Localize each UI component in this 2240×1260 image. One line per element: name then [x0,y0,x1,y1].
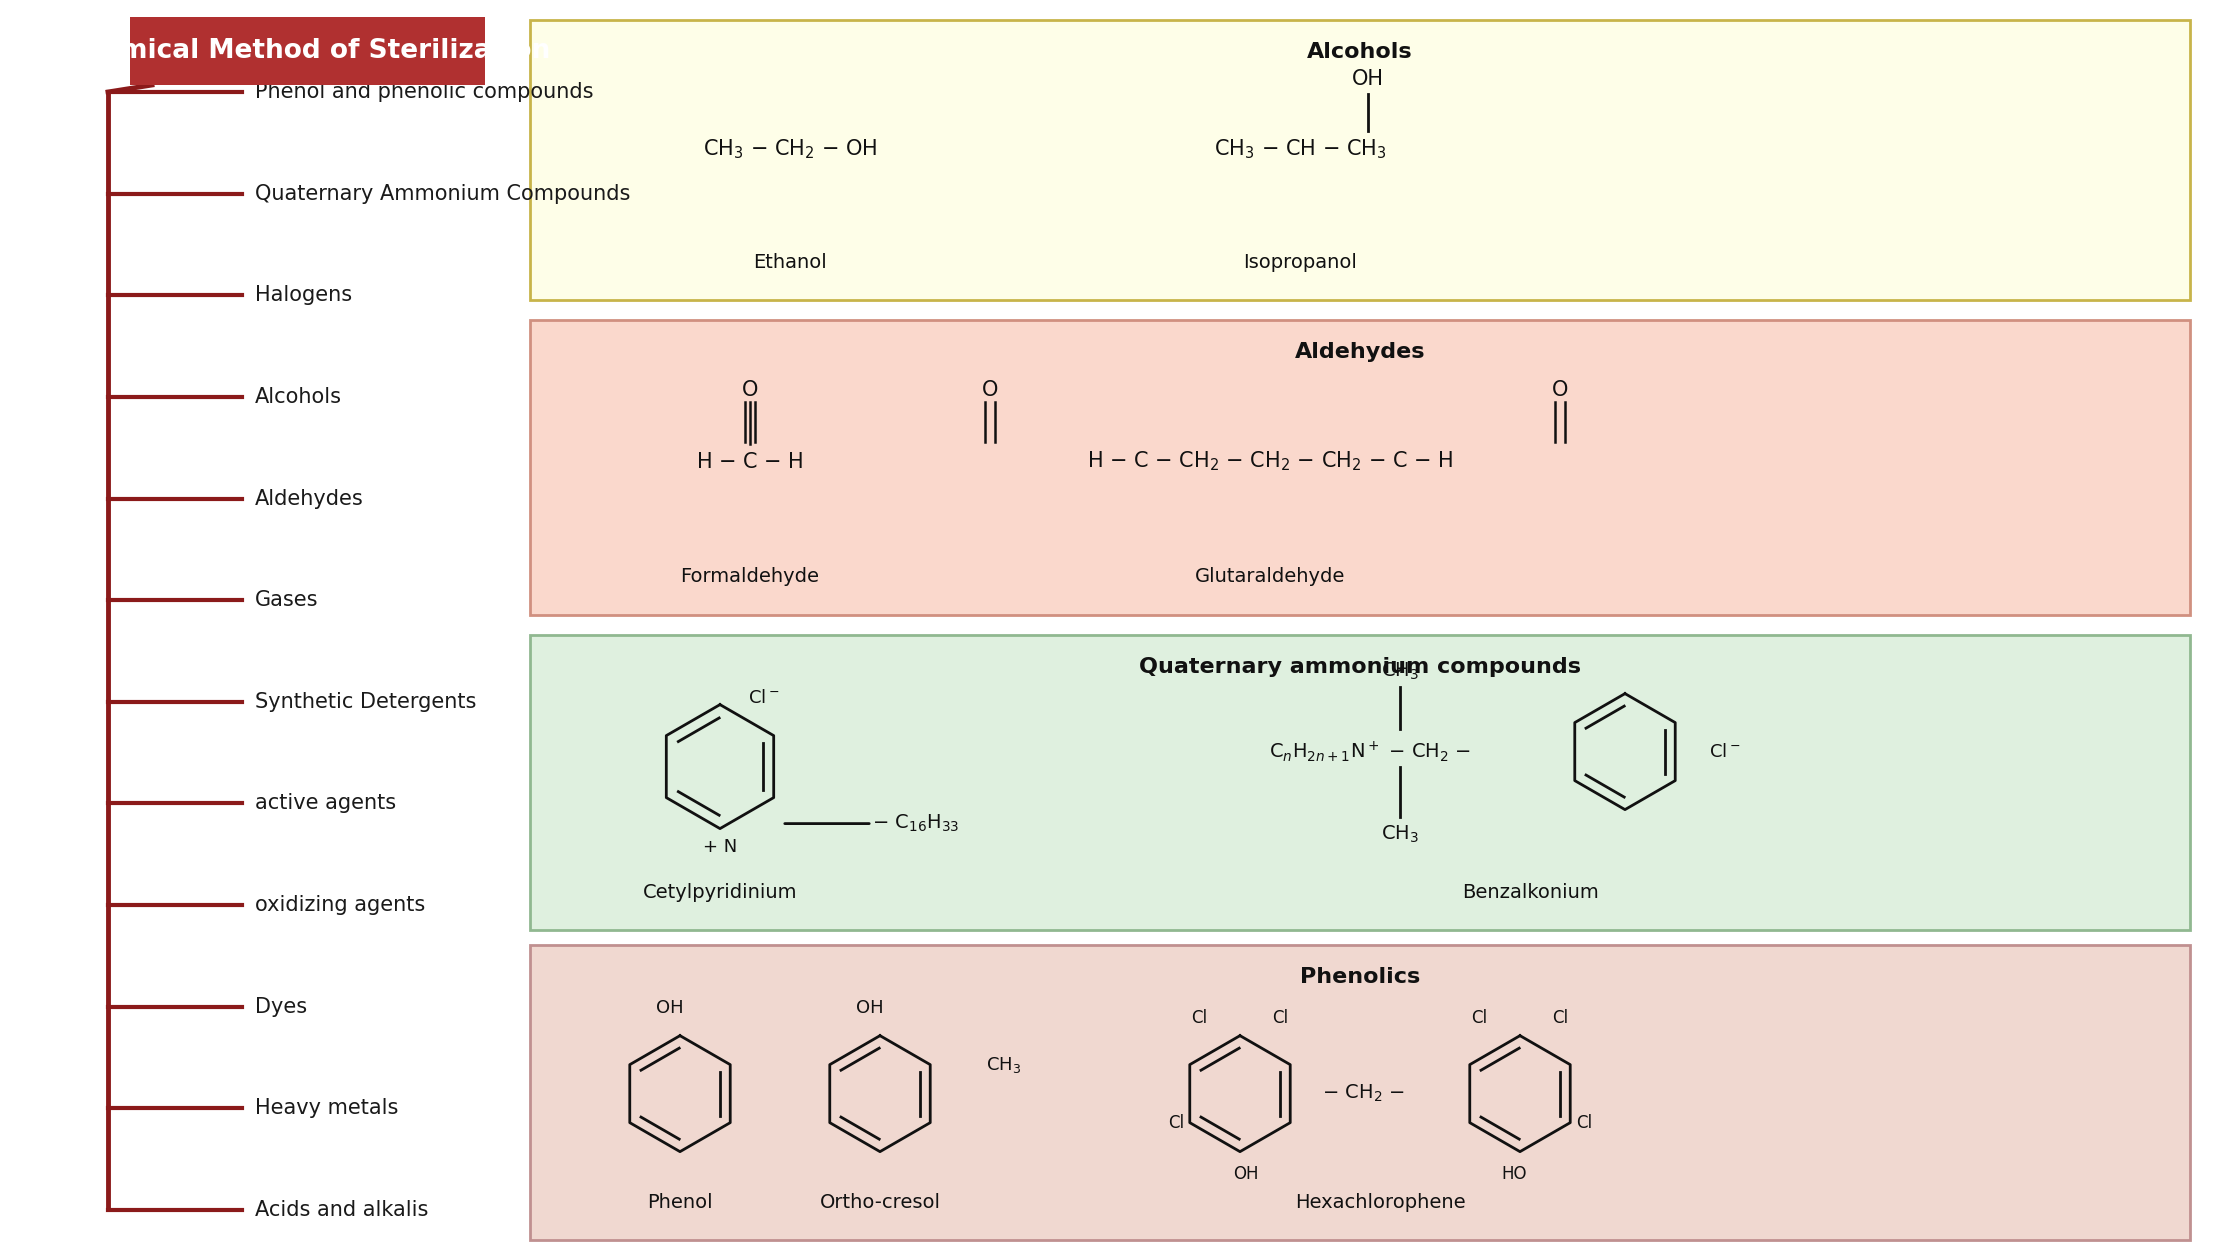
Text: CH$_3$: CH$_3$ [1382,662,1418,682]
Text: OH: OH [656,999,683,1017]
Text: Aldehydes: Aldehydes [255,489,363,509]
Text: oxidizing agents: oxidizing agents [255,895,426,915]
Text: Phenol and phenolic compounds: Phenol and phenolic compounds [255,82,594,102]
Text: $-$ CH$_2$ $-$: $-$ CH$_2$ $-$ [1322,1084,1404,1104]
Text: Quaternary Ammonium Compounds: Quaternary Ammonium Compounds [255,184,629,204]
Text: Heavy metals: Heavy metals [255,1099,399,1119]
Text: Chemical Method of Sterilization: Chemical Method of Sterilization [65,38,551,64]
FancyBboxPatch shape [531,20,2191,300]
Text: Formaldehyde: Formaldehyde [681,567,820,586]
Text: O: O [741,379,757,399]
FancyBboxPatch shape [531,945,2191,1240]
Text: Cl: Cl [1167,1114,1185,1131]
Text: Synthetic Detergents: Synthetic Detergents [255,692,477,712]
Text: CH$_3$: CH$_3$ [1382,824,1418,845]
Text: Dyes: Dyes [255,997,307,1017]
Text: CH$_3$ $-$ CH $-$ CH$_3$: CH$_3$ $-$ CH $-$ CH$_3$ [1214,137,1387,160]
Text: Cetylpyridinium: Cetylpyridinium [643,882,797,901]
Text: Isopropanol: Isopropanol [1243,252,1357,271]
Text: Alcohols: Alcohols [255,387,343,407]
FancyBboxPatch shape [130,16,486,84]
Text: Cl: Cl [1575,1114,1593,1131]
FancyBboxPatch shape [531,320,2191,615]
Text: Ethanol: Ethanol [753,252,827,271]
Text: Cl$^-$: Cl$^-$ [748,689,780,707]
Text: Ortho-cresol: Ortho-cresol [820,1192,941,1212]
Text: O: O [981,379,999,399]
Text: CH$_3$ $-$ CH$_2$ $-$ OH: CH$_3$ $-$ CH$_2$ $-$ OH [703,137,878,160]
Text: Phenol: Phenol [647,1192,712,1212]
Text: Cl: Cl [1472,1009,1487,1027]
Text: OH: OH [1353,69,1384,88]
Text: Acids and alkalis: Acids and alkalis [255,1200,428,1220]
Text: Cl: Cl [1552,1009,1568,1027]
Text: Gases: Gases [255,590,318,610]
Text: Phenolics: Phenolics [1299,966,1420,987]
Text: O: O [1552,379,1568,399]
Text: H $-$ C $-$ CH$_2$ $-$ CH$_2$ $-$ CH$_2$ $-$ C $-$ H: H $-$ C $-$ CH$_2$ $-$ CH$_2$ $-$ CH$_2$… [1086,450,1454,474]
Text: Cl$^-$: Cl$^-$ [1709,742,1740,761]
Text: C$_n$H$_{2n +1}$N$^+$ $-$ CH$_2$ $-$: C$_n$H$_{2n +1}$N$^+$ $-$ CH$_2$ $-$ [1268,740,1472,764]
Text: OH: OH [1232,1164,1259,1183]
Text: H $-$ C $-$ H: H $-$ C $-$ H [697,451,804,471]
Text: Alcohols: Alcohols [1308,42,1413,62]
Text: Benzalkonium: Benzalkonium [1463,882,1599,901]
Text: + N: + N [703,838,737,856]
Text: HO: HO [1501,1164,1528,1183]
Text: Halogens: Halogens [255,285,352,305]
Text: active agents: active agents [255,794,396,814]
Text: Quaternary ammonium compounds: Quaternary ammonium compounds [1138,656,1581,677]
Text: Glutaraldehyde: Glutaraldehyde [1194,567,1346,586]
Text: Cl: Cl [1192,1009,1207,1027]
Text: CH$_3$: CH$_3$ [986,1055,1021,1075]
Text: Aldehydes: Aldehydes [1295,341,1425,362]
Text: Cl: Cl [1272,1009,1288,1027]
Text: OH: OH [856,999,885,1017]
Text: Hexachlorophene: Hexachlorophene [1295,1192,1465,1212]
FancyBboxPatch shape [531,635,2191,930]
Text: $-$ C$_{16}$H$_{33}$: $-$ C$_{16}$H$_{33}$ [871,813,959,834]
